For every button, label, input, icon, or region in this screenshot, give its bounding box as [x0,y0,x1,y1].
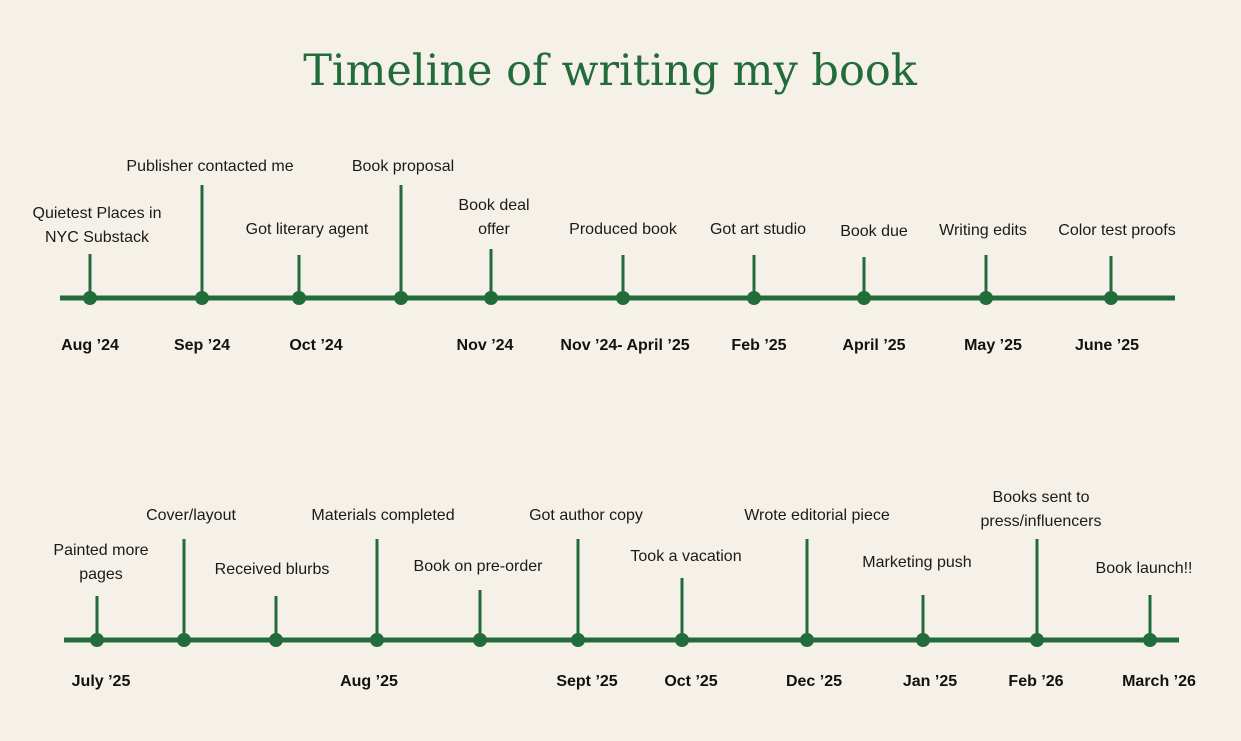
event-dot [1030,633,1044,647]
event-label: Publisher contacted me [126,158,294,175]
page-title: Timeline of writing my book [303,46,917,96]
event-label: Book on pre-order [413,558,543,575]
event-label: Materials completed [311,507,455,524]
event-dot [473,633,487,647]
event-label: Painted more pages [53,542,149,583]
event-dot [1143,633,1157,647]
event-dot [177,633,191,647]
event-label: Got art studio [709,221,807,238]
event-dot [484,291,498,305]
event-label: Book proposal [351,158,455,175]
event-date: April ’25 [842,337,906,354]
event-label: Quietest Places in NYC Substack [32,205,162,246]
event-label: Cover/layout [146,507,236,524]
event-label: Color test proofs [1058,222,1176,239]
event-date: Sep ’24 [173,337,231,354]
event-label: Got literary agent [245,221,369,238]
event-date: Aug ’25 [340,673,398,690]
event-dot [370,633,384,647]
event-date: Dec ’25 [785,673,843,690]
event-date: Sept ’25 [556,673,618,690]
event-dot [394,291,408,305]
event-label: Received blurbs [214,561,330,578]
event-dot [269,633,283,647]
event-date: Nov ’24- April ’25 [560,337,690,354]
event-dot [90,633,104,647]
event-date: Feb ’25 [731,337,787,354]
event-dot [979,291,993,305]
event-dot [800,633,814,647]
event-label: Book deal offer [458,197,530,238]
event-label: Book due [840,223,908,240]
event-dot [1104,291,1118,305]
event-dot [747,291,761,305]
event-date: March ’26 [1122,673,1196,690]
event-dot [675,633,689,647]
event-date: May ’25 [964,337,1022,354]
event-date: Feb ’26 [1008,673,1064,690]
event-date: Oct ’24 [289,337,343,354]
event-date: June ’25 [1074,337,1140,354]
event-dot [292,291,306,305]
event-label: Wrote editorial piece [744,507,890,524]
event-dot [616,291,630,305]
event-date: Nov ’24 [456,337,514,354]
event-dot [916,633,930,647]
event-label: Writing edits [939,222,1027,239]
event-dot [195,291,209,305]
event-dot [857,291,871,305]
event-label: Books sent to press/influencers [980,489,1102,530]
event-date: Oct ’25 [664,673,718,690]
event-label: Marketing push [862,554,972,571]
event-label: Took a vacation [630,548,742,565]
event-dot [571,633,585,647]
event-date: July ’25 [71,673,131,690]
event-label: Got author copy [529,507,643,524]
event-label: Produced book [569,221,677,238]
event-dot [83,291,97,305]
event-date: Aug ’24 [61,337,119,354]
event-date: Jan ’25 [902,673,958,690]
event-label: Book launch!! [1095,560,1193,577]
